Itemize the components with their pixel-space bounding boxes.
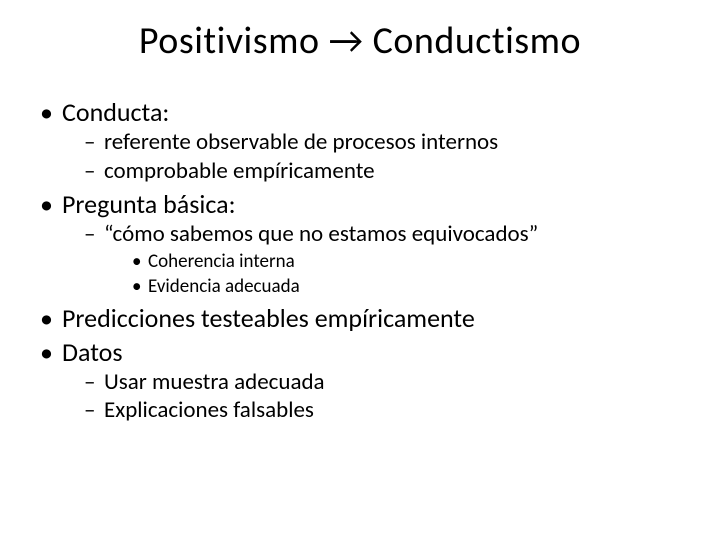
slide-title: Positivismo → Conductismo [30, 18, 690, 64]
list-item: Usar muestra adecuada [84, 368, 690, 397]
list-item: Pregunta básica: “cómo sabemos que no es… [40, 188, 690, 300]
bullet-text: Evidencia adecuada [148, 275, 300, 298]
bullet-text: Usar muestra adecuada [104, 368, 325, 396]
sub-list: referente observable de procesos interno… [62, 128, 690, 186]
sub-list: “cómo sabemos que no estamos equivocados… [62, 220, 690, 300]
bullet-text: Explicaciones falsables [104, 396, 314, 424]
slide: Positivismo → Conductismo Conducta: refe… [0, 0, 720, 540]
bullet-text: “cómo sabemos que no estamos equivocados… [104, 220, 538, 248]
bullet-list: Conducta: referente observable de proces… [30, 96, 690, 425]
bullet-text: Conducta: [62, 96, 169, 128]
list-item: Coherencia interna [132, 250, 690, 275]
sub-sub-list: Coherencia interna Evidencia adecuada [104, 250, 690, 299]
list-item: Explicaciones falsables [84, 396, 690, 425]
list-item: Predicciones testeables empíricamente [40, 302, 690, 334]
list-item: referente observable de procesos interno… [84, 128, 690, 157]
bullet-text: referente observable de procesos interno… [104, 128, 498, 156]
list-item: “cómo sabemos que no estamos equivocados… [84, 220, 690, 300]
list-item: comprobable empíricamente [84, 157, 690, 186]
list-item: Datos Usar muestra adecuada Explicacione… [40, 336, 690, 426]
bullet-text: comprobable empíricamente [104, 157, 375, 185]
bullet-text: Pregunta básica: [62, 188, 236, 220]
sub-list: Usar muestra adecuada Explicaciones fals… [62, 368, 690, 426]
list-item: Evidencia adecuada [132, 275, 690, 300]
list-item: Conducta: referente observable de proces… [40, 96, 690, 186]
bullet-text: Predicciones testeables empíricamente [62, 302, 475, 334]
bullet-text: Datos [62, 336, 123, 368]
bullet-text: Coherencia interna [148, 250, 295, 273]
